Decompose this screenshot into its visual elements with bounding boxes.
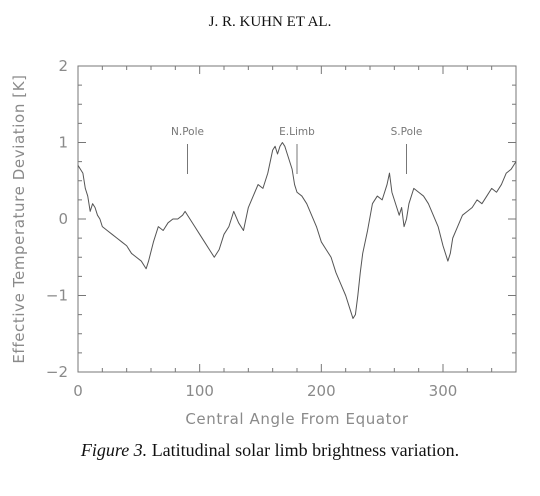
caption-label: Figure 3. (80, 440, 148, 460)
annotation-label: N.Pole (171, 126, 204, 138)
y-tick-label: 2 (58, 57, 68, 75)
y-axis-title: Effective Temperature Deviation [K] (10, 74, 28, 363)
line-chart: −2 −1 0 1 2 0 100 200 300 N.Pole E.Limb S.Pole Ce… (10, 57, 517, 428)
y-axis: −2 −1 0 1 2 (46, 57, 516, 381)
annotation-label: S.Pole (391, 126, 423, 138)
y-tick-label: −1 (46, 287, 68, 305)
x-axis: 0 100 200 300 (73, 66, 517, 400)
annotation-label: E.Limb (279, 126, 315, 138)
running-head: J. R. KUHN ET AL. (208, 14, 332, 30)
temperature-deviation-line (77, 142, 517, 319)
x-axis-title: Central Angle From Equator (185, 410, 409, 428)
x-tick-label: 200 (307, 382, 336, 400)
caption-text: Latitudinal solar limb brightness variat… (151, 440, 460, 460)
y-tick-label: 0 (58, 210, 68, 228)
annotations: N.Pole E.Limb S.Pole (171, 126, 422, 174)
plot-frame (77, 65, 517, 373)
y-tick-label: 1 (58, 134, 68, 152)
y-tick-label: −2 (46, 363, 68, 381)
x-tick-label: 100 (185, 382, 214, 400)
figure-caption: Figure 3. Latitudinal solar limb brightn… (0, 440, 540, 461)
x-tick-label: 300 (429, 382, 458, 400)
x-tick-label: 0 (73, 382, 83, 400)
